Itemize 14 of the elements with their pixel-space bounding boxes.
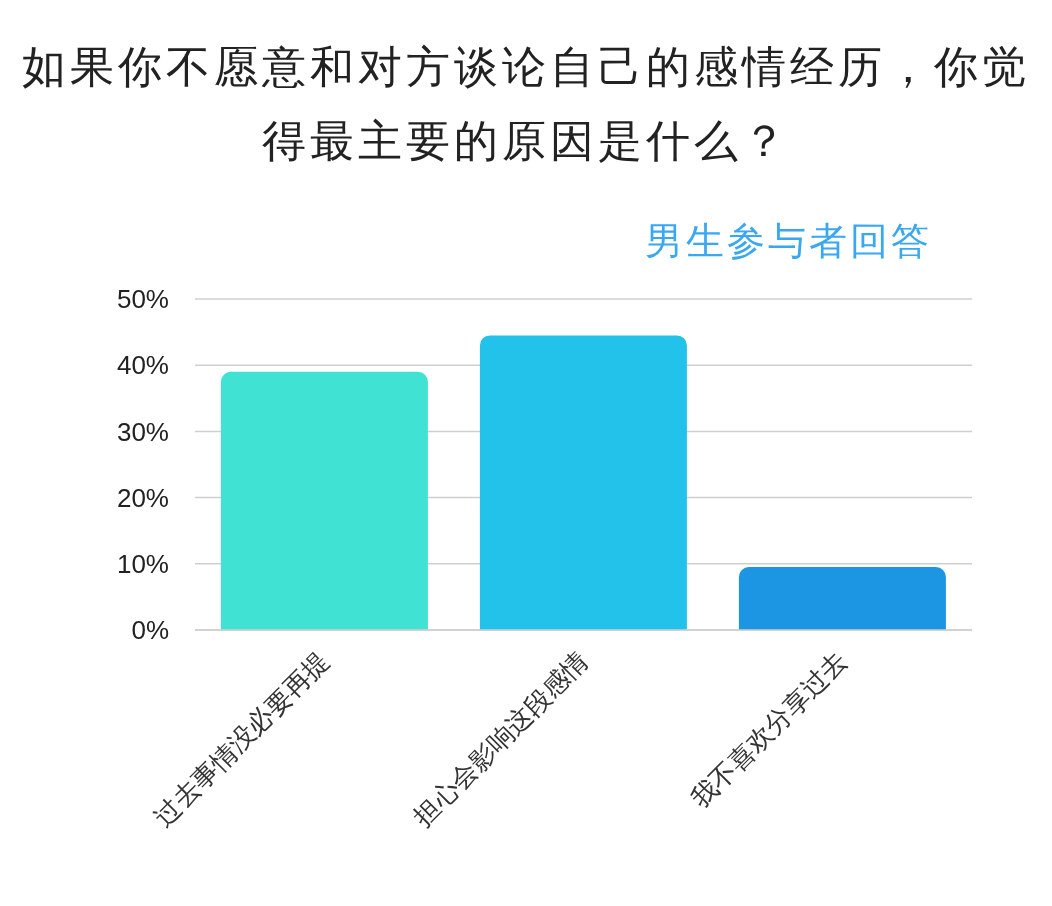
x-tick-label: 我不喜欢分享过去 — [684, 645, 854, 814]
y-tick-label: 30% — [116, 416, 169, 447]
y-tick-label: 0% — [131, 615, 169, 646]
chart-subtitle: 男生参与者回答 — [643, 219, 933, 264]
chart-title: 如果你不愿意和对方谈论自己的感情经历，你觉得最主要的原因是什么？ — [21, 41, 1031, 167]
bar — [738, 567, 946, 630]
y-tick-label: 10% — [116, 549, 169, 580]
y-tick-label: 20% — [116, 482, 169, 513]
x-tick-label: 担心会影响这段感情 — [407, 645, 595, 833]
bar — [479, 335, 687, 630]
y-tick-label: 40% — [116, 350, 169, 381]
bar — [220, 371, 428, 630]
y-tick-label: 50% — [116, 284, 169, 315]
x-tick-label: 过去事情没必要再提 — [148, 645, 336, 833]
